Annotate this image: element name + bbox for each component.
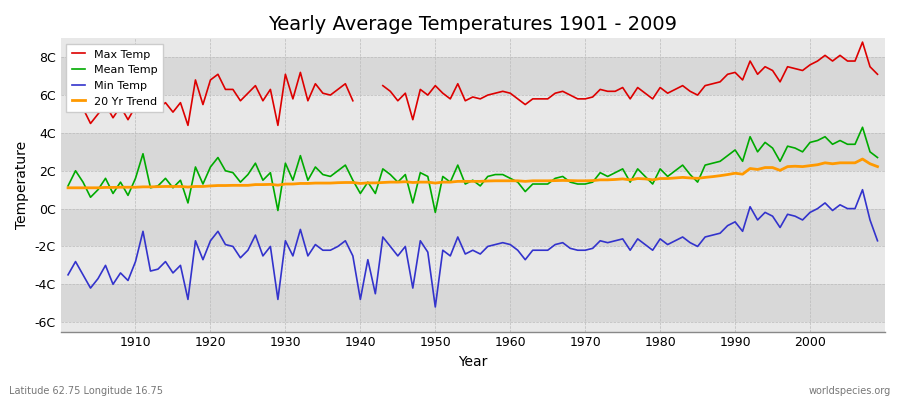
Legend: Max Temp, Mean Temp, Min Temp, 20 Yr Trend: Max Temp, Mean Temp, Min Temp, 20 Yr Tre… xyxy=(66,44,163,112)
Mean Temp xyxy=(512,180,523,184)
Text: Latitude 62.75 Longitude 16.75: Latitude 62.75 Longitude 16.75 xyxy=(9,386,163,396)
Max Temp xyxy=(122,117,133,122)
Min Temp xyxy=(63,272,74,277)
20 Yr Trend xyxy=(332,180,343,185)
Bar xyxy=(60,57,885,95)
Min Temp xyxy=(602,240,613,245)
20 Yr Trend xyxy=(505,178,516,183)
Bar xyxy=(60,246,885,284)
Max Temp xyxy=(505,91,516,96)
Text: worldspecies.org: worldspecies.org xyxy=(809,386,891,396)
Min Temp xyxy=(122,278,133,283)
Mean Temp xyxy=(332,168,343,173)
Mean Temp xyxy=(857,125,868,130)
Mean Temp xyxy=(122,193,133,198)
20 Yr Trend xyxy=(498,178,508,183)
Max Temp xyxy=(872,72,883,77)
Bar xyxy=(60,171,885,209)
Y-axis label: Temperature: Temperature xyxy=(15,141,29,229)
Bar xyxy=(60,133,885,171)
Mean Temp xyxy=(287,178,298,183)
Max Temp xyxy=(63,108,74,113)
Line: Mean Temp: Mean Temp xyxy=(68,127,878,212)
X-axis label: Year: Year xyxy=(458,355,488,369)
Mean Temp xyxy=(602,174,613,179)
Bar xyxy=(60,284,885,322)
Max Temp xyxy=(512,96,523,101)
Min Temp xyxy=(872,238,883,243)
Mean Temp xyxy=(63,184,74,188)
Mean Temp xyxy=(505,176,516,181)
Bar xyxy=(60,209,885,246)
Min Temp xyxy=(287,254,298,258)
20 Yr Trend xyxy=(595,178,606,182)
Line: Max Temp: Max Temp xyxy=(68,42,878,125)
Max Temp xyxy=(602,89,613,94)
20 Yr Trend xyxy=(287,182,298,186)
Min Temp xyxy=(512,248,523,253)
Min Temp xyxy=(505,242,516,247)
Max Temp xyxy=(287,96,298,101)
Mean Temp xyxy=(872,155,883,160)
20 Yr Trend xyxy=(872,164,883,169)
Mean Temp xyxy=(430,210,441,215)
20 Yr Trend xyxy=(857,157,868,162)
Title: Yearly Average Temperatures 1901 - 2009: Yearly Average Temperatures 1901 - 2009 xyxy=(268,15,678,34)
Bar xyxy=(60,95,885,133)
Min Temp xyxy=(857,187,868,192)
20 Yr Trend xyxy=(63,185,74,190)
Min Temp xyxy=(332,244,343,249)
Max Temp xyxy=(332,87,343,92)
Line: Min Temp: Min Temp xyxy=(68,190,878,307)
Min Temp xyxy=(430,304,441,309)
Line: 20 Yr Trend: 20 Yr Trend xyxy=(68,159,878,188)
20 Yr Trend xyxy=(122,185,133,190)
